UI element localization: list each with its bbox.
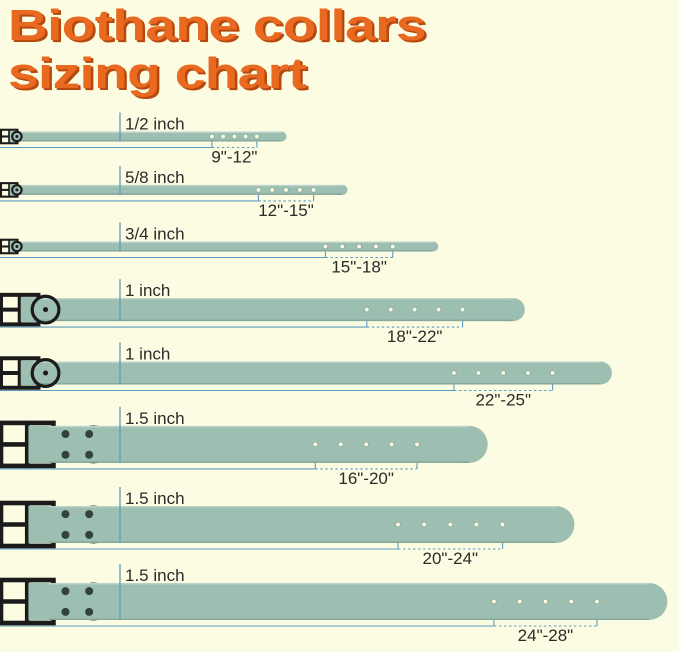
svg-text:1 inch: 1 inch <box>125 281 170 300</box>
svg-text:1/2 inch: 1/2 inch <box>125 115 185 134</box>
svg-text:12"-15": 12"-15" <box>258 201 314 220</box>
svg-text:24"-28": 24"-28" <box>518 626 574 645</box>
svg-text:1.5 inch: 1.5 inch <box>125 409 185 428</box>
svg-text:15"-18": 15"-18" <box>331 258 387 277</box>
svg-text:9"-12": 9"-12" <box>211 148 257 167</box>
svg-text:22"-25": 22"-25" <box>475 391 531 410</box>
svg-text:16"-20": 16"-20" <box>338 469 394 488</box>
svg-text:5/8 inch: 5/8 inch <box>125 168 185 187</box>
svg-text:1.5 inch: 1.5 inch <box>125 566 185 585</box>
svg-text:3/4 inch: 3/4 inch <box>125 225 185 244</box>
svg-text:20"-24": 20"-24" <box>423 549 479 568</box>
svg-text:1 inch: 1 inch <box>125 345 170 364</box>
svg-text:18"-22": 18"-22" <box>387 327 443 346</box>
svg-text:1.5 inch: 1.5 inch <box>125 489 185 508</box>
